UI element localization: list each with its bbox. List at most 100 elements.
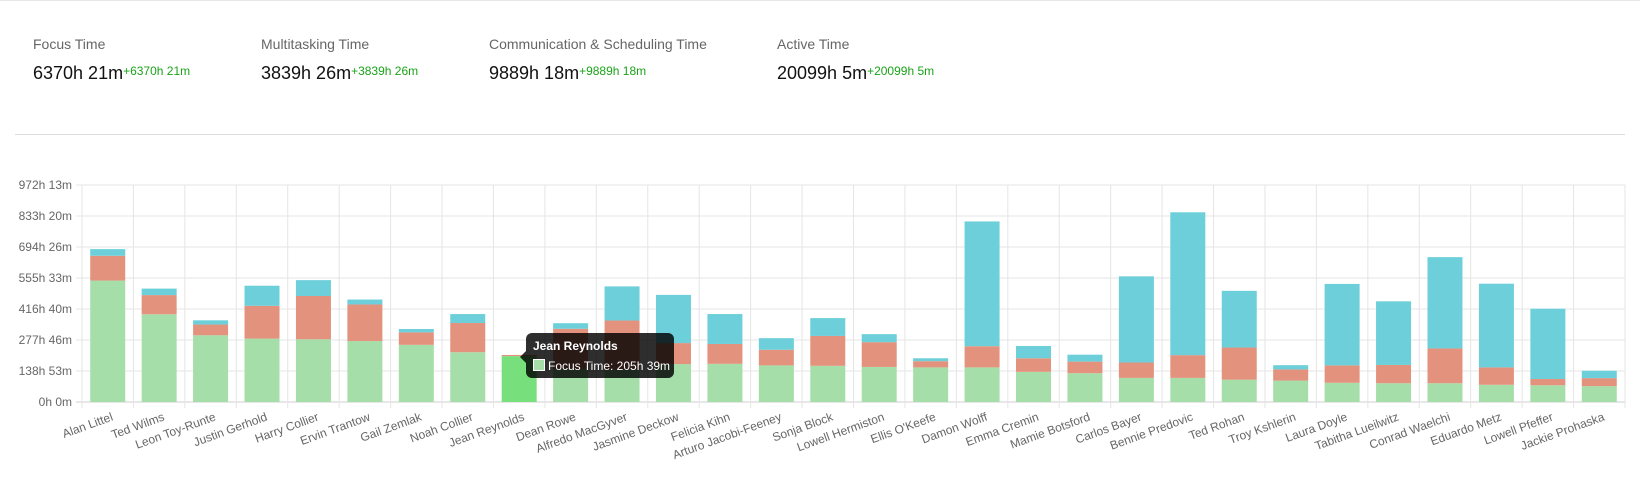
metric-active-time: Active Time 20099h 5m+20099h 5m xyxy=(777,36,934,84)
bar-segment xyxy=(707,363,743,402)
bar-segment xyxy=(244,285,280,306)
bar-segment xyxy=(1581,386,1617,402)
x-tick-label: Alan Littel xyxy=(60,410,114,441)
metric-label: Active Time xyxy=(777,36,850,52)
bar-segment xyxy=(1581,378,1617,387)
bar-segment xyxy=(450,314,486,323)
metric-delta: +3839h 26m xyxy=(351,64,419,78)
metric-focus-time: Focus Time 6370h 21m+6370h 21m xyxy=(33,36,190,84)
bar-segment xyxy=(90,280,126,402)
bar-segment xyxy=(90,255,126,281)
bar-segment xyxy=(193,335,229,402)
bar-segment xyxy=(913,367,949,402)
y-tick-label: 0h 0m xyxy=(39,395,72,409)
chart-tooltip: Jean Reynolds Focus Time: 205h 39m xyxy=(520,333,674,378)
top-border xyxy=(0,0,1640,1)
bar-segment xyxy=(1016,358,1052,372)
bar-segment xyxy=(1376,364,1412,384)
bar-segment xyxy=(758,338,794,350)
bar-segment xyxy=(141,295,177,315)
y-tick-label: 833h 20m xyxy=(19,209,72,223)
bar-segment xyxy=(1221,379,1257,402)
bar-segment xyxy=(398,344,434,402)
bar-segment xyxy=(1118,276,1154,363)
metrics-summary: Focus Time 6370h 21m+6370h 21m Multitask… xyxy=(33,36,1593,96)
bar-segment xyxy=(1221,347,1257,380)
bar-segment xyxy=(193,320,229,325)
bar-segment xyxy=(1427,257,1463,349)
bar-segment xyxy=(913,361,949,368)
section-divider xyxy=(15,134,1625,135)
bar-segment xyxy=(1067,373,1103,402)
bar-segment xyxy=(810,335,846,366)
bar-segment xyxy=(553,323,589,329)
bar-segment xyxy=(604,286,640,321)
bar-segment xyxy=(244,338,280,402)
bar-segment xyxy=(1530,308,1566,380)
bar-segment xyxy=(398,332,434,345)
bar-segment xyxy=(295,280,331,296)
metric-label: Focus Time xyxy=(33,36,106,52)
bar-segment xyxy=(398,329,434,333)
bar-segment xyxy=(501,354,537,357)
bar-segment xyxy=(1273,380,1309,402)
bar-segment xyxy=(1324,283,1360,366)
bar-segment xyxy=(1273,365,1309,370)
metric-delta: +9889h 18m xyxy=(579,64,647,78)
bar-segment xyxy=(1170,355,1206,378)
metric-value: 3839h 26m xyxy=(261,63,352,83)
bar-segment xyxy=(964,346,1000,368)
bar-segment xyxy=(450,352,486,402)
bar-segment xyxy=(193,324,229,336)
bar-segment xyxy=(244,305,280,339)
tooltip-color-swatch xyxy=(533,359,545,371)
bar-segment xyxy=(141,288,177,296)
metric-label: Multitasking Time xyxy=(261,36,370,52)
bar-segment xyxy=(1118,362,1154,378)
bar-segment xyxy=(861,334,897,343)
bar-segment xyxy=(1530,379,1566,386)
bar-segment xyxy=(758,365,794,402)
bar-segment xyxy=(450,322,486,353)
bar-segment xyxy=(1478,283,1514,368)
y-tick-label: 972h 13m xyxy=(19,178,72,192)
metric-value: 20099h 5m xyxy=(777,63,868,83)
metric-delta: +20099h 5m xyxy=(867,64,935,78)
bar-segment xyxy=(964,221,1000,347)
bar-segment xyxy=(1016,371,1052,402)
bar-segment xyxy=(1478,384,1514,402)
bar-segment xyxy=(347,299,383,305)
bar-segment xyxy=(913,358,949,362)
bar-segment xyxy=(141,314,177,402)
bar-segment xyxy=(1016,345,1052,359)
bar-segment xyxy=(1530,385,1566,402)
bar-segment xyxy=(347,341,383,402)
bar-segment xyxy=(295,339,331,402)
bar-segment xyxy=(758,349,794,366)
bar-segment xyxy=(810,365,846,402)
bar-segment xyxy=(1067,354,1103,362)
y-tick-label: 555h 33m xyxy=(19,271,72,285)
bar-segment xyxy=(1273,369,1309,381)
metric-multitasking-time: Multitasking Time 3839h 26m+3839h 26m xyxy=(261,36,418,84)
bar-segment xyxy=(861,342,897,367)
bar-segment xyxy=(1067,361,1103,374)
metric-value: 9889h 18m xyxy=(489,63,580,83)
metric-delta: +6370h 21m xyxy=(123,64,191,78)
bar-segment xyxy=(707,314,743,344)
y-tick-label: 694h 26m xyxy=(19,240,72,254)
y-tick-label: 416h 40m xyxy=(19,302,72,316)
y-tick-label: 138h 53m xyxy=(19,364,72,378)
bar-segment xyxy=(964,367,1000,402)
tooltip-text: Focus Time: 205h 39m xyxy=(548,359,671,373)
bar-segment xyxy=(1427,348,1463,384)
bar-segment xyxy=(707,343,743,364)
bar-segment xyxy=(1427,383,1463,402)
bar-segment xyxy=(1581,370,1617,379)
bar-segment xyxy=(1324,365,1360,383)
bar-segment xyxy=(1170,377,1206,402)
bar-segment xyxy=(1118,377,1154,402)
bar-segment xyxy=(347,304,383,342)
bar-segment xyxy=(295,295,331,340)
y-tick-label: 277h 46m xyxy=(19,333,72,347)
